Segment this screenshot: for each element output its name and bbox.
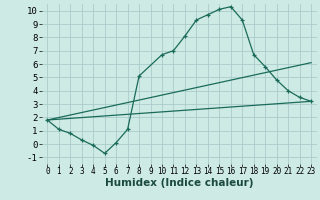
X-axis label: Humidex (Indice chaleur): Humidex (Indice chaleur) [105,178,253,188]
